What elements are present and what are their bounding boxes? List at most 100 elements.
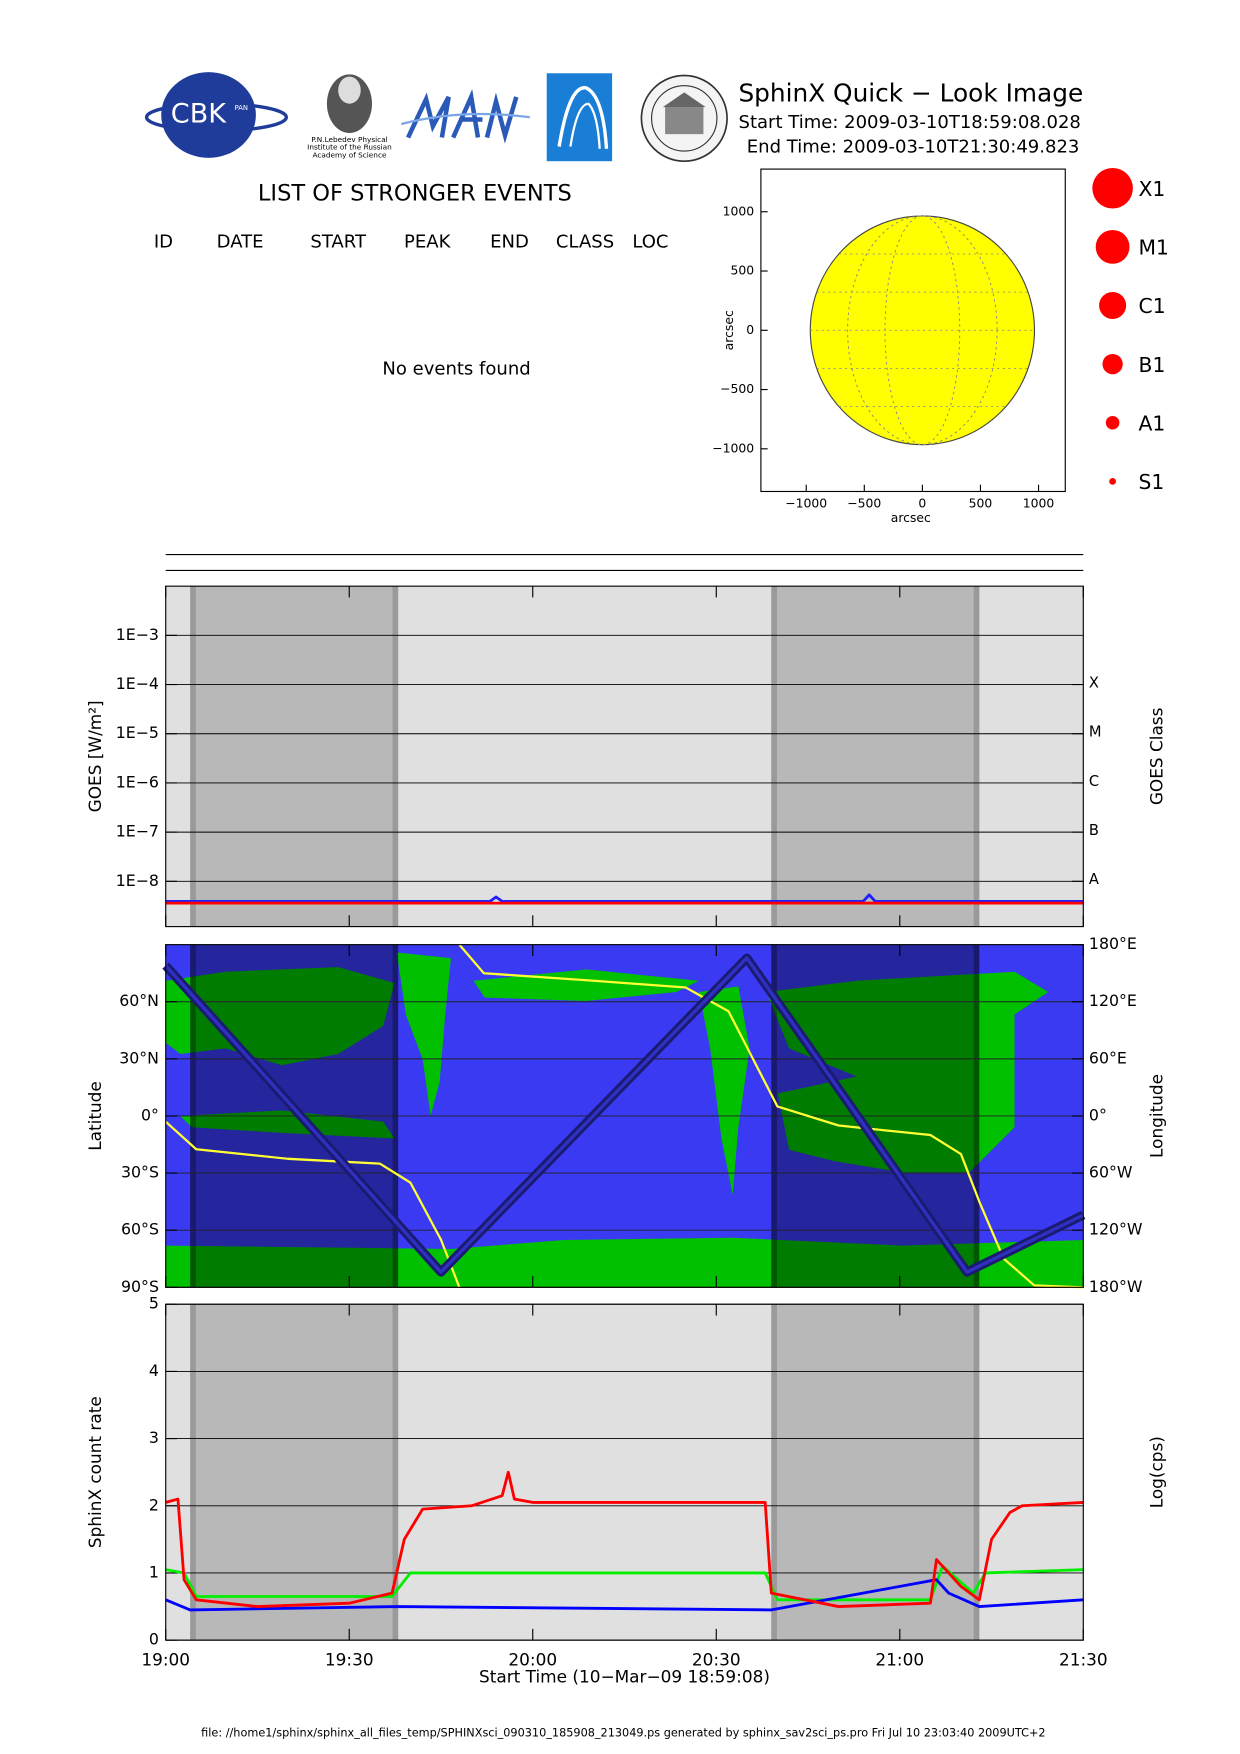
y-tick-label: 0 [746, 322, 754, 337]
y2-tick-label: 60°E [1089, 1048, 1127, 1067]
class-label: S1 [1139, 470, 1165, 494]
start-time: Start Time: 2009-03-10T18:59:08.028 [739, 112, 1081, 133]
class-tick-label: A [1089, 871, 1099, 888]
logo-disc [161, 72, 256, 158]
column-header: PEAK [404, 231, 452, 252]
class-marker [1109, 477, 1116, 485]
y-tick-label: 60°N [119, 991, 159, 1010]
column-header: LOC [632, 231, 668, 252]
events-title: LIST OF STRONGER EVENTS [258, 180, 572, 206]
night-band [190, 586, 399, 927]
column-header: START [310, 231, 367, 252]
logo-caption: P.N.Lebedev Physical [311, 135, 388, 144]
events-message: No events found [382, 359, 530, 380]
title: SphinX Quick − Look Image [738, 79, 1083, 108]
y2-tick-label: 120°E [1089, 991, 1137, 1010]
plot-frame [165, 585, 1084, 928]
y-tick-label: 30°N [119, 1048, 159, 1067]
logo-arc [569, 102, 601, 149]
x-tick-label: 21:00 [875, 1649, 924, 1669]
y-tick-label: 1E−6 [116, 772, 159, 791]
landmass [698, 986, 750, 1195]
x-tick-label: 20:30 [692, 1649, 741, 1669]
logo-mian [401, 89, 530, 144]
y2-tick-label: 180°E [1089, 934, 1137, 953]
y-tick-label: −500 [720, 381, 754, 396]
seal-building [665, 107, 704, 135]
y-tick-label: 1000 [723, 203, 755, 218]
class-marker [1092, 167, 1133, 209]
logo-caption: Institute of the Russian [307, 143, 392, 152]
class-label: M1 [1139, 236, 1169, 260]
x-tick-label: 21:30 [1059, 1649, 1108, 1669]
y2-tick-label: 180°W [1089, 1277, 1143, 1296]
logo-arc [557, 86, 609, 149]
x-tick-label: −500 [847, 495, 881, 510]
night-edge [190, 586, 196, 927]
y-tick-label: 5 [149, 1294, 159, 1313]
column-header: END [490, 231, 529, 252]
footer: file: //home1/sphinx/sphinx_all_files_te… [201, 1727, 1045, 1740]
y2-axis-label: GOES Class [1147, 708, 1167, 806]
y-axis-label: GOES [W/m²] [85, 700, 105, 812]
y-tick-label: 0° [141, 1105, 159, 1124]
logo-text: CBK [171, 98, 227, 129]
night-edge [771, 1304, 777, 1641]
x-tick-label: 19:00 [141, 1649, 190, 1669]
plot-frame [165, 1303, 1084, 1641]
series-line [165, 893, 1084, 903]
logo-iki [546, 73, 613, 162]
y2-tick-label: 120°W [1089, 1220, 1143, 1239]
class-tick-label: C [1089, 773, 1099, 790]
x-tick-label: 19:30 [325, 1649, 374, 1669]
class-label: B1 [1139, 353, 1166, 377]
series-line [164, 943, 1084, 1289]
y2-tick-label: 60°W [1089, 1163, 1133, 1182]
column-header: ID [154, 231, 173, 252]
logo-cbk: CBK PAN [144, 72, 289, 158]
sun-disk [809, 215, 1036, 446]
class-label: A1 [1139, 411, 1166, 435]
class-tick-label: X [1089, 674, 1099, 691]
landmass [180, 1110, 395, 1139]
y-axis-label: arcsec [721, 310, 736, 350]
logo-text: PAN [235, 104, 248, 112]
x-tick-label: 0 [918, 495, 926, 510]
logo-lebedev: P.N.Lebedev Physical Institute of the Ru… [307, 74, 392, 160]
seal-inner [650, 85, 718, 152]
y-tick-label: 1E−7 [116, 822, 159, 841]
class-marker [1102, 353, 1123, 375]
night-band [190, 1304, 399, 1641]
class-marker [1105, 415, 1120, 430]
x-axis-label: arcsec [891, 510, 931, 525]
y-tick-label: 0 [149, 1630, 159, 1649]
class-label: C1 [1139, 294, 1166, 318]
y-tick-label: 500 [731, 263, 755, 278]
logo-seal [640, 74, 728, 163]
x-tick-label: 500 [969, 495, 993, 510]
y-tick-label: 4 [149, 1361, 159, 1380]
landmass [165, 1237, 1084, 1288]
night-edge [190, 1304, 196, 1641]
x-axis-label: Start Time (10−Mar−09 18:59:08) [479, 1666, 770, 1686]
x-tick-label: 20:00 [508, 1649, 557, 1669]
class-tick-label: B [1089, 822, 1099, 839]
y-tick-label: 1E−4 [116, 674, 159, 693]
y-tick-label: 2 [149, 1495, 159, 1514]
y-tick-label: 1E−8 [116, 871, 159, 890]
logo-stroke [401, 112, 530, 126]
night-edge [771, 586, 777, 927]
y2-axis-label: Log(cps) [1147, 1436, 1167, 1508]
y-tick-label: 30°S [121, 1163, 159, 1182]
meridian [884, 215, 961, 446]
night-band [771, 1304, 980, 1641]
portrait-face [338, 76, 361, 104]
class-tick-label: M [1089, 724, 1102, 741]
end-time: End Time: 2009-03-10T21:30:49.823 [747, 137, 1080, 158]
y-tick-label: 1E−3 [116, 625, 159, 644]
column-header: DATE [217, 231, 264, 252]
logo-caption: Academy of Science [312, 151, 387, 160]
series-line [165, 1470, 1084, 1608]
night-edge [392, 586, 399, 927]
